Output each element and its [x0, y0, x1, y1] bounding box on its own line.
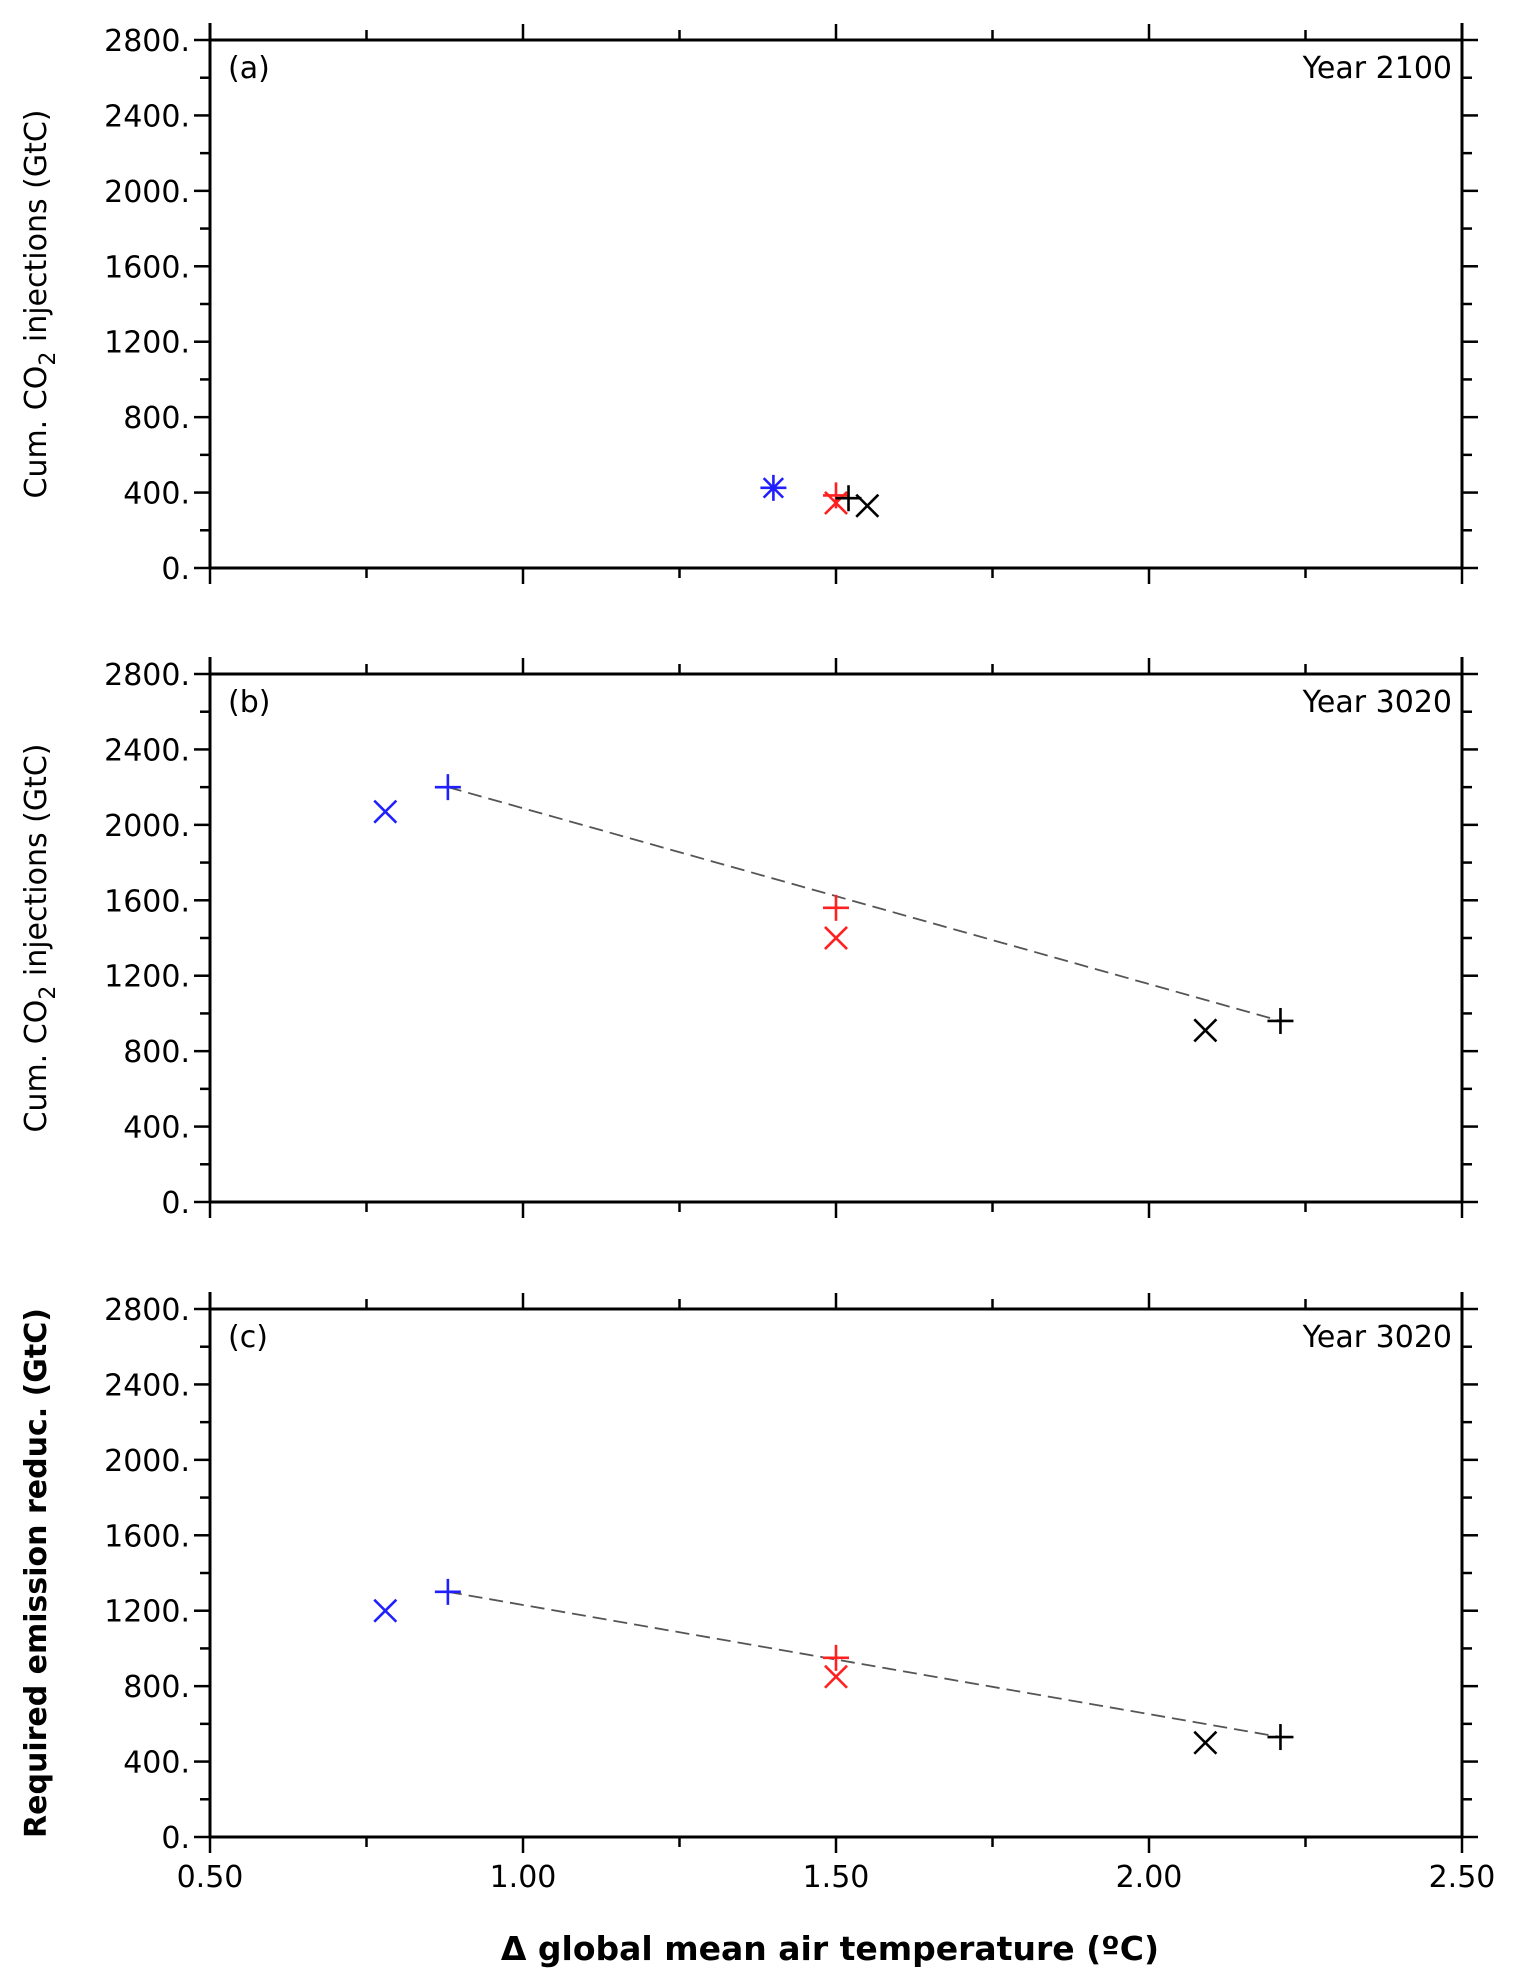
year-label: Year 2100: [1302, 51, 1452, 86]
data-point-plus-black: [1267, 1724, 1294, 1751]
data-point-cross-red: [824, 926, 848, 950]
data-point-cross-black: [1193, 1730, 1218, 1755]
y-tick-label: 1200.: [104, 960, 190, 995]
y-tick-label: 1200.: [104, 326, 190, 361]
y-tick-label: 1600.: [104, 1519, 190, 1554]
x-tick-label: 2.50: [1429, 1860, 1496, 1895]
y-tick-label: 1600.: [104, 884, 190, 919]
y-tick-label: 400.: [123, 1111, 190, 1146]
y-tick-label: 400.: [123, 1746, 190, 1781]
panel-label: (b): [228, 685, 270, 720]
year-label: Year 3020: [1302, 685, 1452, 720]
data-point-plus-black: [835, 485, 862, 512]
y-axis-title-suffix: injections (GtC): [19, 110, 54, 352]
y-tick-label: 0.: [161, 552, 190, 587]
panel-label: (a): [228, 51, 270, 86]
panel-c: 0. 400. 800. 1200. 1600. 2000. 2400. 2800. 0.50 1…: [19, 1292, 1495, 1895]
y-tick-label: 0.: [161, 1821, 190, 1856]
data-point-cross-red: [824, 1664, 848, 1689]
x-axis-title: Δ global mean air temperature (ºC): [501, 1929, 1159, 1968]
data-point-cross-black: [1193, 1018, 1218, 1043]
data-point-cross-blue: [373, 1598, 398, 1623]
y-tick-label: 1600.: [104, 250, 190, 285]
data-point-cross-blue: [373, 799, 398, 824]
y-tick-label: 2000.: [104, 175, 190, 210]
y-tick-label: 2800.: [104, 1293, 190, 1328]
fit-line: [447, 786, 1281, 1022]
y-axis-title-subscript: 2: [36, 986, 61, 1000]
x-tick-label: 1.00: [490, 1860, 557, 1895]
y-axis-title-main: Required emission reduc. (GtC): [19, 1308, 54, 1838]
y-tick-label: 2000.: [104, 1444, 190, 1479]
x-tick-label: 2.00: [1116, 1860, 1183, 1895]
data-point-plus-blue: [434, 1578, 461, 1605]
x-tick-label: 1.50: [803, 1860, 870, 1895]
x-tick-label: 0.50: [177, 1860, 244, 1895]
y-tick-label: 1200.: [104, 1595, 190, 1630]
y-tick-label: 2800.: [104, 658, 190, 693]
y-tick-label: 800.: [123, 1670, 190, 1705]
panels: 0.400.800.1200.1600.2000.2400.2800.(a) Ye…: [19, 23, 1495, 1895]
data-point-plus-blue: [434, 774, 461, 801]
y-tick-label: 800.: [123, 401, 190, 436]
y-axis-title-subscript: 2: [36, 352, 61, 366]
y-tick-label: 2400.: [104, 1368, 190, 1403]
data-point-cross-red: [824, 490, 848, 515]
y-tick-label: 2800.: [104, 24, 190, 59]
y-axis-title: Cum. CO2 injections (GtC): [19, 110, 61, 499]
data-point-plus-black: [1267, 1007, 1294, 1034]
y-axis-title-main: Cum. CO: [19, 366, 54, 499]
y-tick-label: 400.: [123, 477, 190, 512]
data-point-plus-red: [823, 894, 849, 921]
y-tick-label: 0.: [161, 1186, 190, 1221]
y-axis-title-suffix: injections (GtC): [19, 744, 54, 986]
data-point-cross-black: [855, 493, 880, 518]
year-label: Year 3020: [1302, 1320, 1452, 1355]
y-tick-label: 2000.: [104, 809, 190, 844]
y-tick-label: 2400.: [104, 99, 190, 134]
y-tick-label: 2400.: [104, 733, 190, 768]
panel-a: 0. 400. 800. 1200. 1600. 2000. 2400. 2800. (a) Ye…: [19, 23, 1478, 587]
y-axis-title: Cum. CO2 injections (GtC): [19, 744, 61, 1133]
data-point-asterisk-blue: [760, 474, 787, 501]
panel-label: (c): [228, 1320, 268, 1355]
panel-b: 0. 400. 800. 1200. 1600. 2000. 2400. 2800. (b) Ye…: [19, 657, 1478, 1221]
fit-line: [447, 1590, 1281, 1738]
y-axis-title-main: Cum. CO: [19, 1000, 54, 1133]
y-axis-title: Required emission reduc. (GtC): [19, 1308, 54, 1838]
data-point-plus-red: [823, 1644, 849, 1671]
y-tick-label: 800.: [123, 1035, 190, 1070]
